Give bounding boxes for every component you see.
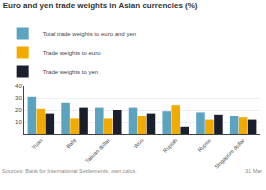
svg-text:30: 30 [15,95,22,101]
svg-text:31 Mar: 31 Mar [245,168,262,174]
svg-text:Singapore dollar: Singapore dollar [213,137,246,170]
svg-text:Yuan: Yuan [30,137,43,150]
svg-text:20: 20 [15,107,22,113]
svg-text:Euro and yen trade weights in: Euro and yen trade weights in Asian curr… [3,1,198,10]
svg-text:Trade weights to euro: Trade weights to euro [43,50,101,56]
svg-text:Rupiah: Rupiah [162,137,179,154]
svg-text:Total trade weights to euro an: Total trade weights to euro and yen [43,31,136,37]
svg-text:Rupee: Rupee [196,137,212,153]
svg-text:Taiwan dollar: Taiwan dollar [84,137,111,164]
svg-text:Baht: Baht [65,137,78,150]
svg-text:Trade weights to yen: Trade weights to yen [43,69,98,75]
svg-text:40: 40 [15,83,22,89]
svg-text:Sources: Bank for Internationa: Sources: Bank for International Settleme… [2,168,137,174]
svg-text:10: 10 [15,119,22,125]
svg-text:Won: Won [132,137,144,149]
